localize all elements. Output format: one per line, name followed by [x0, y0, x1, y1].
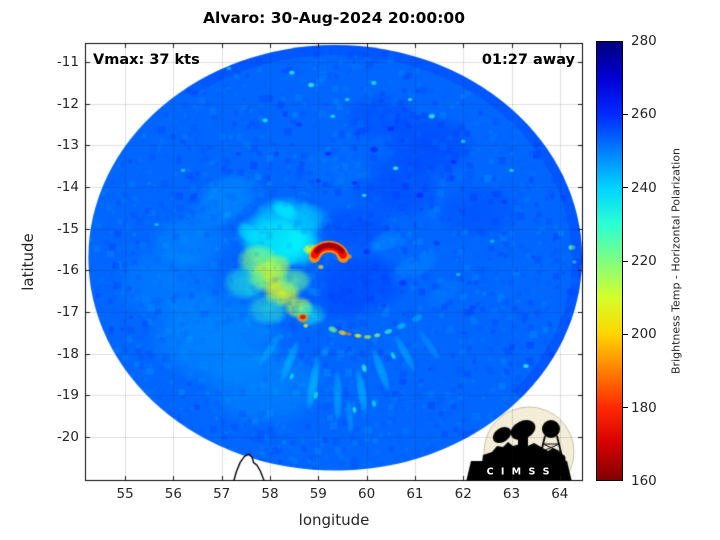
x-tick-label: 61 [406, 486, 424, 502]
x-tick-label: 55 [116, 486, 134, 502]
colorbar-tick-label: 180 [631, 399, 657, 416]
colorbar-label: Brightness Temp - Horizontal Polarizatio… [669, 148, 683, 374]
y-tick-label: -12 [56, 95, 79, 112]
cimss-logo-text: C I M S S [486, 466, 552, 478]
colorbar-tick-mark [623, 333, 628, 335]
colorbar-tick-label: 260 [631, 106, 657, 123]
colorbar-tick-label: 160 [631, 473, 657, 489]
y-tick-label: -19 [56, 387, 79, 404]
y-tick-label: -17 [56, 303, 79, 320]
x-axis-label: longitude [298, 511, 370, 529]
x-tick-label: 59 [309, 486, 327, 502]
x-tick-label: 60 [358, 486, 376, 502]
vmax-annotation: Vmax: 37 kts [93, 52, 200, 68]
colorbar-tick-mark [623, 187, 628, 189]
x-tick-label: 63 [502, 486, 521, 502]
x-tick-label: 64 [551, 486, 569, 502]
colorbar-tick-label: 200 [631, 326, 657, 343]
colorbar-gradient [597, 42, 622, 480]
y-tick-label: -18 [56, 345, 79, 362]
plot-title: Alvaro: 30-Aug-2024 20:00:00 [203, 9, 465, 27]
x-tick-label: 56 [164, 486, 182, 502]
y-tick-label: -15 [56, 220, 79, 237]
x-tick-label: 62 [454, 486, 472, 502]
colorbar-tick-mark [623, 113, 628, 115]
x-tick-label: 57 [213, 486, 231, 502]
y-tick-label: -14 [56, 179, 79, 196]
y-tick-label: -16 [56, 262, 79, 279]
eta-annotation: 01:27 away [481, 52, 575, 68]
colorbar-tick-label: 240 [631, 179, 657, 196]
x-tick-label: 58 [261, 486, 279, 502]
y-tick-label: -13 [56, 137, 79, 154]
colorbar-tick-mark [623, 260, 628, 262]
colorbar-tick-label: 220 [631, 253, 657, 269]
colorbar-tick-mark [623, 407, 628, 409]
y-tick-label: -11 [56, 54, 79, 71]
colorbar [596, 41, 623, 481]
colorbar-tick-label: 280 [631, 33, 657, 49]
y-tick-label: -20 [56, 428, 79, 445]
